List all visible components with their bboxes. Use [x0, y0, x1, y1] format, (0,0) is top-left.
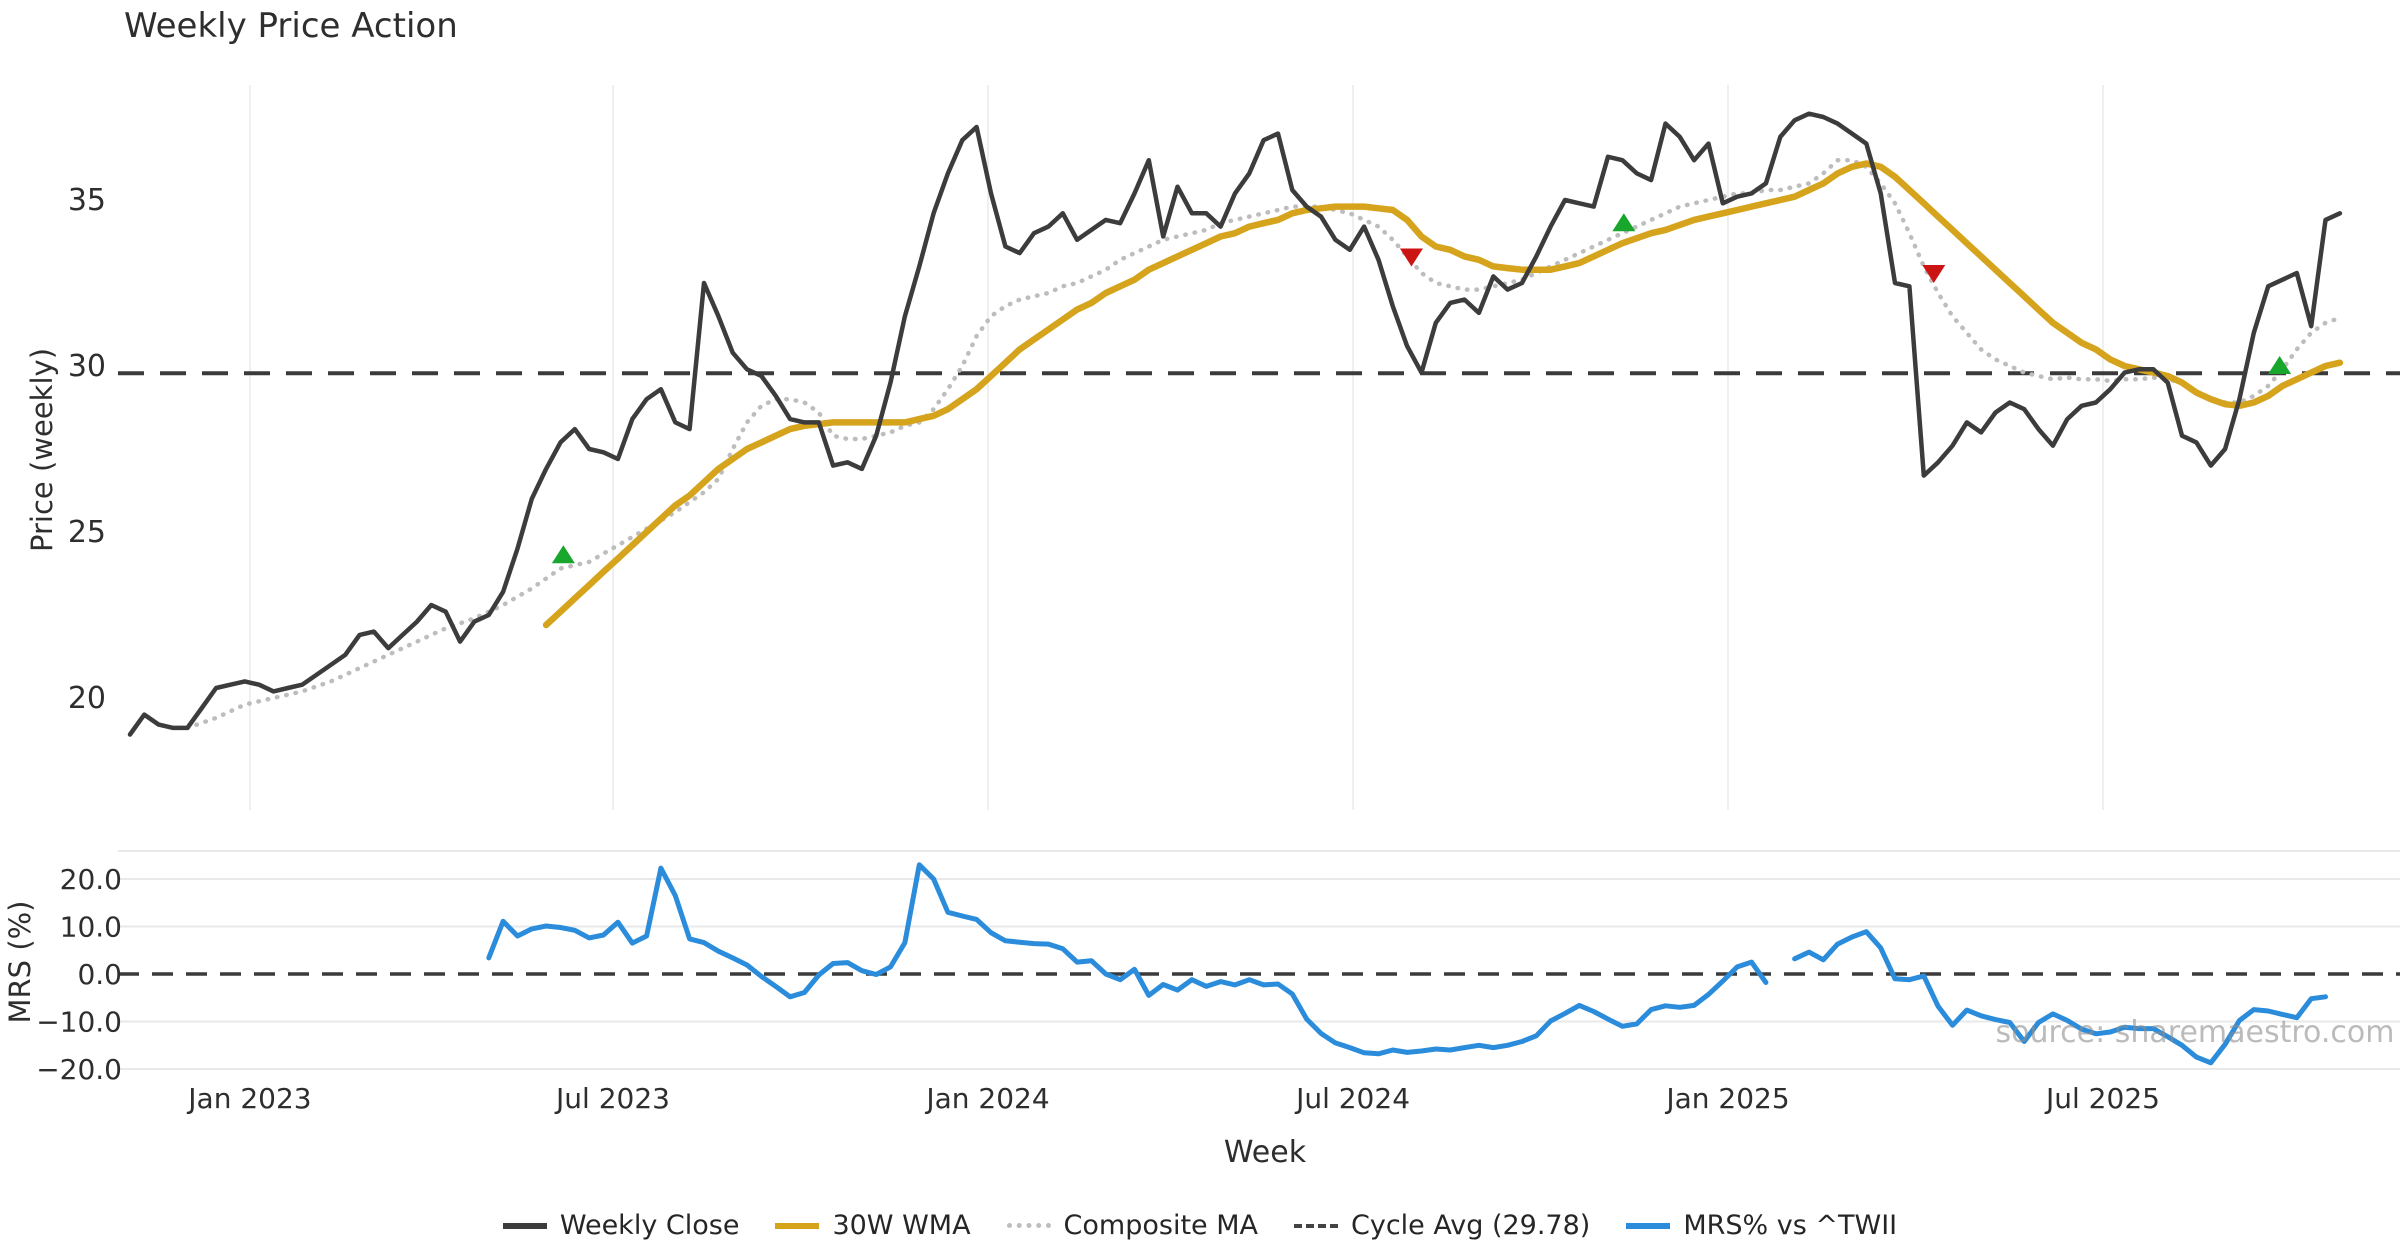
signal-markers [551, 213, 2292, 564]
chart-title: Weekly Price Action [124, 6, 458, 46]
legend-item-wma: 30W WMA [775, 1210, 971, 1241]
mrs-tick-label: −10.0 [36, 1006, 122, 1039]
weekly-close-line [127, 111, 2343, 737]
x-tick-label: Jul 2024 [1294, 1082, 1410, 1115]
x-tick-label: Jan 2023 [186, 1082, 311, 1115]
legend-item-weekly-close: Weekly Close [502, 1210, 740, 1241]
legend-item-mrs: MRS% vs ^TWII [1626, 1210, 1897, 1241]
x-tick-label: Jul 2025 [2044, 1082, 2160, 1115]
reference-lines [118, 371, 2400, 976]
legend-label: MRS% vs ^TWII [1683, 1210, 1898, 1241]
sell-triangle-icon [1399, 248, 1423, 267]
legend-label: Composite MA [1063, 1210, 1258, 1241]
week-axis-label: Week [1224, 1135, 1307, 1170]
buy-triangle-icon [551, 545, 575, 564]
price-axis-label: Price (weekly) [25, 348, 59, 552]
gridlines [118, 85, 2400, 1070]
tick-labels: Jan 2023 Jul 2023 Jan 2024 Jul 2024 Jan 2025… [36, 183, 2160, 1115]
legend-label: Weekly Close [559, 1210, 740, 1241]
mrs-tick-label: 10.0 [60, 911, 122, 944]
mrs-swatch-icon [1626, 1222, 1671, 1229]
x-tick-label: Jul 2023 [554, 1082, 670, 1115]
mrs-tick-label: 0.0 [77, 958, 122, 991]
price-tick-label: 30 [68, 349, 106, 384]
composite-swatch-icon [1006, 1223, 1051, 1228]
buy-triangle-icon [2268, 356, 2292, 374]
weekly-close-swatch-icon [502, 1222, 547, 1229]
wma-line [542, 160, 2344, 629]
legend-item-cycle-avg: Cycle Avg (29.78) [1294, 1210, 1590, 1241]
price-tick-label: 35 [68, 183, 106, 218]
legend: Weekly Close 30W WMA Composite MA Cycle … [0, 1210, 2400, 1241]
cycle-avg-swatch-icon [1294, 1223, 1338, 1228]
mrs-line [486, 862, 2328, 1066]
composite-ma-line [185, 157, 2343, 731]
buy-triangle-icon [1612, 213, 1636, 232]
data-series [127, 111, 2344, 1066]
legend-label: 30W WMA [832, 1210, 971, 1241]
sell-triangle-icon [1922, 265, 1946, 284]
mrs-axis-label: MRS (%) [3, 901, 37, 1024]
watermark: source: sharemaestro.com [1996, 1015, 2395, 1050]
legend-label: Cycle Avg (29.78) [1351, 1210, 1591, 1241]
x-tick-label: Jan 2025 [1664, 1082, 1789, 1115]
price-tick-label: 25 [68, 515, 106, 550]
wma-swatch-icon [775, 1222, 820, 1229]
x-tick-label: Jan 2024 [924, 1082, 1049, 1115]
legend-item-composite: Composite MA [1006, 1210, 1258, 1241]
mrs-tick-label: −20.0 [36, 1053, 122, 1086]
mrs-tick-label: 20.0 [60, 863, 122, 896]
price-tick-label: 20 [68, 681, 106, 716]
